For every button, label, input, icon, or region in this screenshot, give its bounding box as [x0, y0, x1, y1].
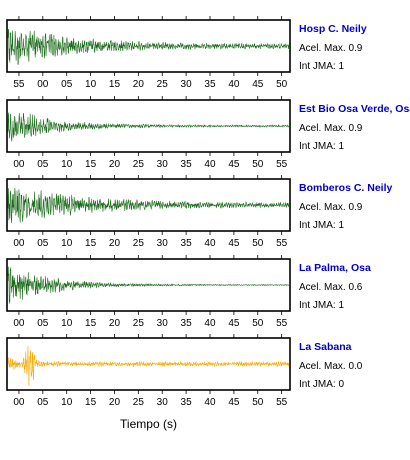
acel-max-text: Acel. Max. 0.9 [299, 202, 363, 213]
x-tick-label: 20 [109, 159, 121, 170]
x-tick-label: 15 [85, 318, 97, 329]
x-tick-label: 25 [133, 238, 145, 249]
x-tick-label: 15 [85, 397, 97, 408]
panel-frame [6, 99, 291, 153]
x-tick-label: 50 [276, 79, 288, 90]
x-tick-label: 40 [204, 318, 216, 329]
station-name: Est Bio Osa Verde, Osa [299, 103, 410, 115]
x-tick-label: 35 [181, 397, 193, 408]
x-tick-label: 40 [204, 238, 216, 249]
station-name: Hosp C. Neily [299, 23, 367, 35]
waveform-line [7, 346, 290, 387]
acel-max-text: Acel. Max. 0.9 [299, 43, 363, 54]
panel-frame [6, 178, 291, 232]
x-tick-label: 45 [228, 159, 240, 170]
x-tick-label: 10 [61, 238, 73, 249]
panel-1: 55 00 05 10 15 20 25 30 35 40 45 50 [6, 16, 291, 90]
acel-max-text: Acel. Max. 0.9 [299, 123, 363, 134]
x-tick-label: 00 [13, 159, 25, 170]
waveform-line [7, 112, 290, 142]
x-tick-label: 50 [252, 318, 264, 329]
panel-frame [6, 258, 291, 312]
x-tick-label: 05 [37, 159, 49, 170]
int-jma-text: Int JMA: 0 [299, 379, 345, 390]
x-tick-label: 55 [276, 159, 288, 170]
x-tick-label: 30 [157, 318, 169, 329]
int-jma-text: Int JMA: 1 [299, 141, 345, 152]
panel-frame [6, 337, 291, 391]
acel-max-text: Acel. Max. 0.0 [299, 361, 363, 372]
panel-4: 00 05 10 15 20 25 30 35 40 45 50 55 [6, 255, 291, 329]
x-tick-label: 20 [109, 397, 121, 408]
x-tick-label: 10 [61, 159, 73, 170]
x-tick-label: 15 [109, 79, 121, 90]
x-tick-label: 55 [276, 238, 288, 249]
x-tick-label: 50 [252, 238, 264, 249]
x-tick-label: 25 [133, 318, 145, 329]
x-tick-label: 40 [204, 397, 216, 408]
int-jma-text: Int JMA: 1 [299, 300, 345, 311]
int-jma-text: Int JMA: 1 [299, 220, 345, 231]
x-tick-label: 25 [133, 159, 145, 170]
x-tick-label: 45 [252, 79, 264, 90]
x-tick-label: 45 [228, 397, 240, 408]
x-tick-label: 00 [13, 238, 25, 249]
x-axis-label: Tiempo (s) [120, 417, 177, 431]
x-tick-label: 20 [109, 238, 121, 249]
x-tick-label: 25 [157, 79, 169, 90]
x-tick-label: 10 [61, 397, 73, 408]
x-tick-label: 25 [133, 397, 145, 408]
x-tick-label: 05 [37, 238, 49, 249]
x-tick-label: 35 [181, 318, 193, 329]
x-tick-label: 55 [276, 318, 288, 329]
x-tick-label: 40 [228, 79, 240, 90]
panel-5: 00 05 10 15 20 25 30 35 40 45 50 55 [6, 334, 291, 408]
x-tick-label: 05 [61, 79, 73, 90]
x-tick-label: 00 [13, 397, 25, 408]
x-tick-label: 05 [37, 397, 49, 408]
x-tick-label: 10 [61, 318, 73, 329]
panel-frame [6, 19, 291, 73]
x-tick-label: 45 [228, 318, 240, 329]
x-tick-label: 30 [157, 397, 169, 408]
x-tick-label: 20 [109, 318, 121, 329]
x-tick-label: 15 [85, 159, 97, 170]
x-tick-label: 30 [157, 238, 169, 249]
x-tick-label: 35 [181, 159, 193, 170]
x-tick-label: 50 [252, 397, 264, 408]
station-name: La Sabana [299, 341, 352, 353]
x-tick-label: 35 [204, 79, 216, 90]
station-name: Bomberos C. Neily [299, 182, 393, 194]
waveform-line [7, 29, 290, 65]
waveform-line [7, 266, 290, 304]
panel-2: 00 05 10 15 20 25 30 35 40 45 50 55 [6, 96, 291, 170]
panel-3: 00 05 10 15 20 25 30 35 40 45 50 55 [6, 175, 291, 249]
acel-max-text: Acel. Max. 0.6 [299, 282, 363, 293]
x-tick-label: 05 [37, 318, 49, 329]
x-tick-label: 00 [13, 318, 25, 329]
x-tick-label: 20 [133, 79, 145, 90]
x-tick-label: 35 [181, 238, 193, 249]
waveform-line [7, 187, 290, 224]
x-tick-label: 50 [252, 159, 264, 170]
x-tick-label: 15 [85, 238, 97, 249]
int-jma-text: Int JMA: 1 [299, 61, 345, 72]
x-tick-label: 55 [13, 79, 25, 90]
x-tick-label: 30 [181, 79, 193, 90]
x-tick-label: 00 [37, 79, 49, 90]
x-tick-label: 30 [157, 159, 169, 170]
station-name: La Palma, Osa [299, 262, 371, 274]
x-tick-label: 40 [204, 159, 216, 170]
x-tick-label: 45 [228, 238, 240, 249]
x-tick-label: 10 [85, 79, 97, 90]
x-tick-label: 55 [276, 397, 288, 408]
